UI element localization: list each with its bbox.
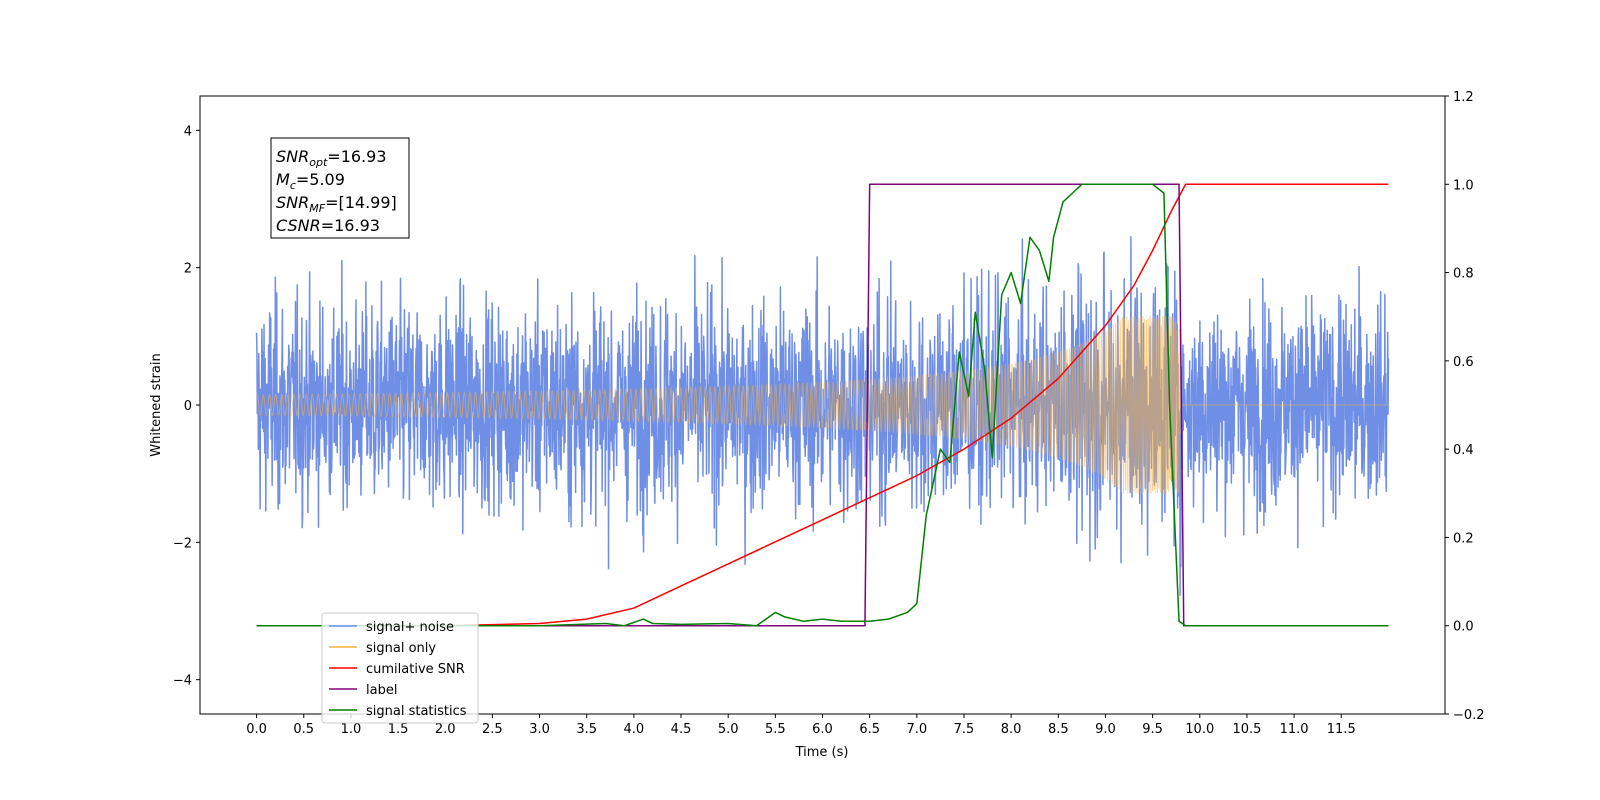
x-tick-label: 2.5 xyxy=(482,722,503,737)
x-tick-label: 2.0 xyxy=(435,722,456,737)
y2-tick-label: 0.6 xyxy=(1453,355,1474,370)
x-tick-label: 7.0 xyxy=(906,722,927,737)
x-axis-label: Time (s) xyxy=(795,745,849,760)
x-tick-label: 9.0 xyxy=(1095,722,1116,737)
annotation-line: SNRMF=[14.99] xyxy=(276,193,397,215)
y2-tick-label: 0.4 xyxy=(1453,443,1474,458)
legend-label: label xyxy=(366,683,397,698)
x-tick-label: 11.0 xyxy=(1280,722,1309,737)
x-tick-label: 10.5 xyxy=(1232,722,1261,737)
series-cumulative-snr-line xyxy=(256,183,1389,627)
legend: signal+ noise signal only cumilative SNR la… xyxy=(321,612,479,724)
x-tick-label: 6.5 xyxy=(859,722,880,737)
series-signal-statistics-line xyxy=(256,183,1389,627)
x-tick-label: 9.5 xyxy=(1142,722,1163,737)
y2-tick-label: 1.0 xyxy=(1453,178,1474,193)
annotation-line: CSNR=16.93 xyxy=(276,216,380,235)
y-axis-label: Whitened strain xyxy=(149,353,164,456)
x-tick-label: 4.5 xyxy=(671,722,692,737)
x-tick-label: 5.5 xyxy=(765,722,786,737)
x-tick-label: 8.0 xyxy=(1001,722,1022,737)
legend-label: signal+ noise xyxy=(366,620,454,635)
y2-tick-label: 0.0 xyxy=(1453,620,1474,635)
x-tick-label: 6.0 xyxy=(812,722,833,737)
y2-tick-label: −0.2 xyxy=(1453,708,1485,723)
x-tick-label: 0.0 xyxy=(246,722,267,737)
legend-label: cumilative SNR xyxy=(366,662,465,677)
y-tick-label: 0 xyxy=(184,399,192,414)
series-signal-only-line xyxy=(256,315,1389,495)
y-tick-label: 2 xyxy=(184,262,192,277)
annotation-line: SNRopt=16.93 xyxy=(276,147,387,169)
x-tick-label: 8.5 xyxy=(1048,722,1069,737)
series-signal-noise-line xyxy=(255,236,1390,596)
x-tick-label: 4.0 xyxy=(624,722,645,737)
x-tick-label: 0.5 xyxy=(293,722,314,737)
x-tick-label: 7.5 xyxy=(954,722,975,737)
x-tick-label: 1.0 xyxy=(341,722,362,737)
legend-label: signal only xyxy=(366,641,436,656)
x-tick-label: 1.5 xyxy=(388,722,409,737)
x-tick-label: 11.5 xyxy=(1327,722,1356,737)
y-tick-label: 4 xyxy=(184,124,192,139)
y-tick-label: −4 xyxy=(173,674,192,689)
x-tick-label: 5.0 xyxy=(718,722,739,737)
annotation-box: SNRopt=16.93Mc=5.09SNRMF=[14.99]CSNR=16.… xyxy=(270,137,410,239)
annotation-line: Mc=5.09 xyxy=(276,170,345,192)
x-tick-label: 3.0 xyxy=(529,722,550,737)
x-tick-label: 10.0 xyxy=(1185,722,1214,737)
legend-label: signal statistics xyxy=(366,704,467,719)
y-tick-label: −2 xyxy=(173,536,192,551)
y2-tick-label: 1.2 xyxy=(1453,90,1474,105)
y2-tick-label: 0.2 xyxy=(1453,531,1474,546)
y2-tick-label: 0.8 xyxy=(1453,267,1474,282)
x-tick-label: 3.5 xyxy=(576,722,597,737)
